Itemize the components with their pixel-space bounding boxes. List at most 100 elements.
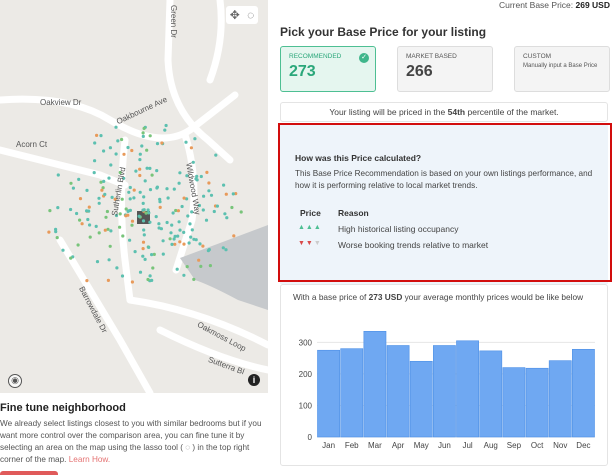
- listing-dot: [71, 186, 75, 190]
- info-icon[interactable]: i: [248, 374, 260, 386]
- move-icon[interactable]: ✥: [229, 8, 240, 22]
- listing-dot: [173, 234, 177, 238]
- listing-dot: [95, 260, 100, 264]
- listing-dot: [110, 195, 114, 199]
- listing-dot: [178, 228, 182, 232]
- listing-dot: [148, 188, 153, 192]
- listing-dot: [100, 188, 104, 192]
- listing-dot: [141, 219, 146, 223]
- listing-dot: [191, 160, 195, 164]
- x-tick-label: Sep: [507, 441, 522, 450]
- bar: [502, 367, 526, 438]
- listing-dot: [132, 196, 136, 200]
- listing-dot: [197, 258, 201, 262]
- listing-dot: [165, 220, 169, 225]
- listing-dot: [107, 176, 111, 180]
- map[interactable]: Green Dr Oakview Dr Oakbourne Ave Acorn …: [0, 0, 268, 393]
- listing-dot: [193, 137, 197, 141]
- listing-dot: [78, 218, 82, 222]
- current-base-price: Current Base Price: 269 USD: [498, 0, 610, 10]
- listing-dot: [207, 189, 211, 193]
- x-tick-label: Jul: [462, 441, 472, 450]
- listing-dot: [189, 146, 193, 150]
- x-tick-label: Feb: [345, 441, 359, 450]
- option-market-based[interactable]: MARKET BASED 266: [397, 46, 493, 92]
- listing-dot: [61, 248, 65, 252]
- listing-dot: [192, 237, 196, 241]
- listing-dot: [114, 213, 119, 218]
- listing-dot: [197, 203, 201, 208]
- listing-dot: [185, 174, 189, 178]
- listing-dot: [105, 209, 109, 214]
- listing-dot: [155, 169, 159, 173]
- listing-dot: [94, 224, 98, 228]
- listing-dot: [104, 215, 108, 219]
- reason-text: Worse booking trends relative to market: [338, 240, 489, 250]
- listing-dot: [198, 242, 202, 246]
- listing-dot: [150, 173, 154, 177]
- listing-dot: [99, 134, 103, 138]
- check-icon: ✓: [359, 53, 369, 63]
- x-tick-label: Apr: [392, 441, 405, 450]
- listing-dot: [221, 246, 225, 250]
- x-tick-label: Jan: [322, 441, 335, 450]
- x-tick-label: Jun: [438, 441, 451, 450]
- listing-dot: [88, 235, 92, 239]
- listing-dot: [99, 180, 103, 184]
- listing-dot: [109, 163, 113, 167]
- bar: [340, 348, 364, 438]
- listing-dot: [161, 252, 165, 256]
- listing-dot: [195, 174, 199, 178]
- fine-tune-button[interactable]: [0, 471, 58, 475]
- listing-dot: [146, 208, 150, 212]
- listing-dot: [155, 142, 160, 146]
- listing-dot: [69, 207, 73, 212]
- fine-tune-title: Fine tune neighborhood: [0, 402, 126, 414]
- y-tick-label: 100: [299, 401, 313, 410]
- listing-dot: [103, 228, 107, 232]
- mapbox-logo-icon[interactable]: ◉: [8, 374, 22, 388]
- listing-dot: [102, 179, 106, 183]
- listing-dot: [177, 220, 181, 224]
- listing-dot: [175, 267, 179, 271]
- option-recommended[interactable]: RECOMMENDED 273 ✓: [280, 46, 376, 92]
- listing-dot: [207, 181, 211, 185]
- listing-dot: [199, 174, 203, 179]
- percentile-info: Your listing will be priced in the 54th …: [280, 102, 608, 122]
- map-toolbar: ✥ ◌: [226, 6, 258, 24]
- lasso-icon[interactable]: ◌: [247, 8, 255, 22]
- listing-dot: [222, 183, 226, 187]
- listing-dot: [69, 256, 73, 260]
- listing-dot: [161, 239, 165, 243]
- listing-dot: [134, 169, 138, 173]
- listing-dot: [141, 247, 145, 251]
- listing-dot: [192, 277, 196, 281]
- listing-dot: [106, 227, 110, 231]
- listing-dot: [150, 278, 154, 282]
- listing-dot: [141, 201, 145, 205]
- listing-dot: [204, 218, 209, 222]
- listing-dot: [171, 211, 175, 215]
- listing-dot: [185, 265, 189, 269]
- listing-dot: [209, 193, 214, 197]
- listing-dot: [140, 144, 144, 148]
- listing-dot: [182, 230, 186, 234]
- listing-dot: [69, 181, 73, 185]
- x-tick-label: Aug: [484, 441, 498, 450]
- listing-dot: [182, 242, 186, 246]
- listing-dot: [138, 167, 142, 171]
- learn-how-link[interactable]: Learn How.: [68, 455, 111, 464]
- option-custom[interactable]: CUSTOM Manually input a Base Price: [514, 46, 610, 92]
- reason-column-header: Reason: [338, 208, 369, 218]
- listing-dot: [75, 211, 79, 216]
- listing-dot: [172, 237, 176, 241]
- listing-dot: [151, 266, 155, 270]
- listing-dot: [158, 200, 162, 204]
- listing-dot: [107, 258, 111, 262]
- listing-dot: [121, 234, 125, 238]
- listing-dot: [176, 234, 180, 238]
- listing-dot: [120, 197, 124, 201]
- bar: [386, 345, 410, 438]
- listing-dot: [150, 253, 154, 257]
- listing-dot: [187, 241, 191, 245]
